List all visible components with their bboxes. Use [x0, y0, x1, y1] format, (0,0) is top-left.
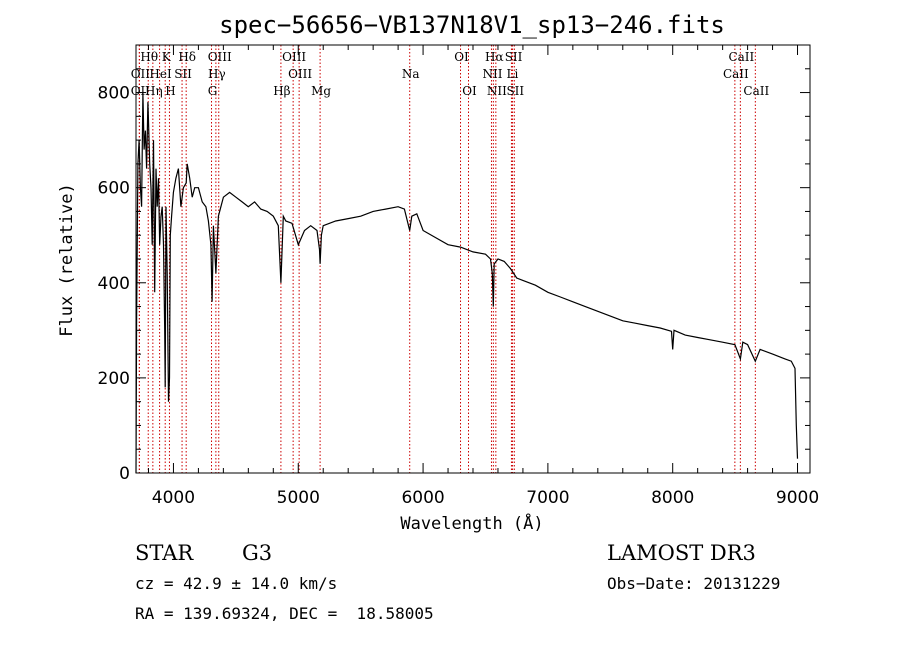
line-label-20: H	[165, 84, 175, 98]
spectral-line-markers	[138, 45, 756, 473]
line-label-21: G	[208, 84, 218, 98]
line-label-19: Hη	[145, 84, 163, 98]
y-tick-label: 800	[98, 84, 130, 104]
survey-name: LAMOST DR3	[607, 541, 756, 565]
x-tick-label: 6000	[401, 488, 444, 508]
line-label-26: SII	[506, 84, 524, 98]
line-label-13: OIII	[288, 67, 312, 81]
line-label-5: OI	[454, 50, 469, 64]
line-label-1: K	[162, 50, 172, 64]
object-class: STAR	[135, 541, 194, 565]
y-tick-label: 0	[119, 464, 130, 484]
x-tick-label: 9000	[776, 488, 819, 508]
line-label-8: CaII	[728, 50, 754, 64]
x-tick-label: 5000	[277, 488, 320, 508]
plot-frame	[135, 44, 811, 474]
line-label-15: NII	[482, 67, 502, 81]
y-tick-label: 400	[98, 274, 130, 294]
x-tick-label: 7000	[526, 488, 569, 508]
y-tick-label: 600	[98, 179, 130, 199]
line-label-17: CaII	[723, 67, 749, 81]
line-label-3: OIII	[208, 50, 232, 64]
line-label-4: OIII	[282, 50, 306, 64]
redshift-velocity: cz = 42.9 ± 14.0 km/s	[135, 574, 337, 593]
line-label-22: Hβ	[273, 84, 290, 98]
line-label-6: Hα	[485, 50, 504, 64]
x-axis-ticks: 4000 5000 6000 7000 8000 9000	[147, 45, 819, 508]
line-label-11: SII	[174, 67, 192, 81]
line-label-24: OI	[462, 84, 477, 98]
line-label-7: SII	[505, 50, 523, 64]
spectrum-line	[135, 92, 799, 474]
line-label-14: Na	[402, 67, 420, 81]
line-label-0: Hθ	[140, 50, 158, 64]
line-label-23: Mg	[311, 84, 331, 98]
coordinates: RA = 139.69324, DEC = 18.58005	[135, 604, 434, 623]
line-label-25: NII	[487, 84, 507, 98]
x-tick-label: 8000	[651, 488, 694, 508]
line-label-12: Hγ	[208, 67, 226, 81]
line-label-2: Hδ	[178, 50, 196, 64]
y-axis-ticks: 0 200 400 600 800	[98, 44, 810, 484]
x-axis-label: Wavelength (Å)	[400, 512, 543, 534]
chart-title: spec−56656−VB137N18V1_sp13−246.fits	[219, 11, 725, 39]
x-tick-label: 4000	[152, 488, 195, 508]
y-axis-label: Flux (relative)	[57, 183, 77, 337]
line-label-27: CaII	[743, 84, 769, 98]
line-label-16: Li	[507, 67, 519, 81]
line-label-10: HeI	[149, 67, 172, 81]
observation-date: Obs−Date: 20131229	[607, 574, 780, 593]
object-subclass: G3	[242, 541, 272, 565]
y-tick-label: 200	[98, 369, 130, 389]
